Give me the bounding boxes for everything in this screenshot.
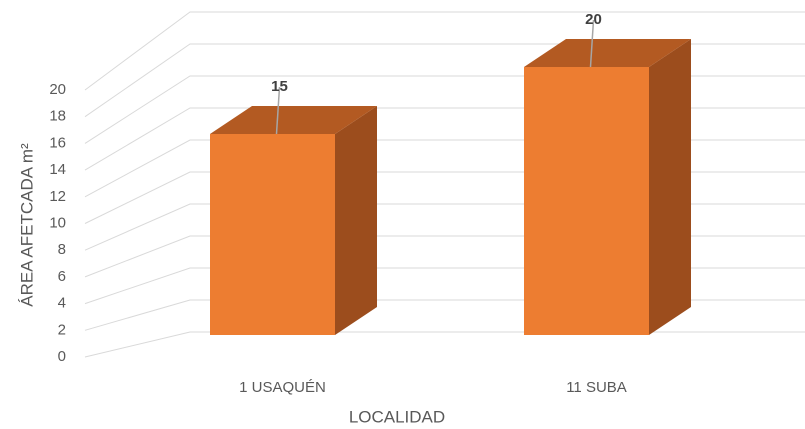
grid-line — [84, 75, 805, 144]
grid-line — [84, 235, 805, 278]
grid-line — [84, 11, 805, 91]
y-tick-label: 18 — [49, 108, 66, 125]
bar-side — [335, 106, 377, 335]
bar-top — [210, 106, 377, 134]
y-tick-label: 2 — [58, 321, 66, 338]
grid-line — [84, 203, 805, 251]
grid-line — [84, 267, 805, 305]
bar-top — [524, 39, 691, 67]
grid-line — [84, 139, 805, 198]
x-tick-label: 11 SUBA — [566, 379, 627, 396]
y-axis-title: ÁREA AFETCADA m² — [17, 143, 36, 307]
y-tick-label: 4 — [58, 295, 66, 312]
grid-line — [84, 43, 805, 118]
leader-line — [275, 86, 281, 135]
grid-line — [84, 107, 805, 171]
bar — [524, 67, 649, 335]
data-label: 15 — [271, 78, 288, 95]
grid-line — [84, 331, 805, 358]
y-tick-label: 10 — [49, 214, 66, 231]
data-label: 20 — [585, 11, 602, 28]
grid-line — [84, 171, 805, 224]
y-tick-label: 12 — [49, 188, 66, 205]
y-tick-label: 0 — [58, 348, 66, 365]
y-tick-label: 14 — [49, 161, 66, 178]
x-tick-label: 1 USAQUÉN — [239, 379, 326, 396]
grid-line — [84, 299, 805, 331]
y-tick-label: 20 — [49, 81, 66, 98]
y-tick-label: 16 — [49, 134, 66, 151]
y-tick-label: 8 — [58, 241, 66, 258]
bar — [210, 134, 335, 335]
y-tick-label: 6 — [58, 268, 66, 285]
bar-side — [649, 39, 691, 335]
leader-line — [589, 19, 595, 68]
x-axis-title: LOCALIDAD — [349, 407, 445, 426]
